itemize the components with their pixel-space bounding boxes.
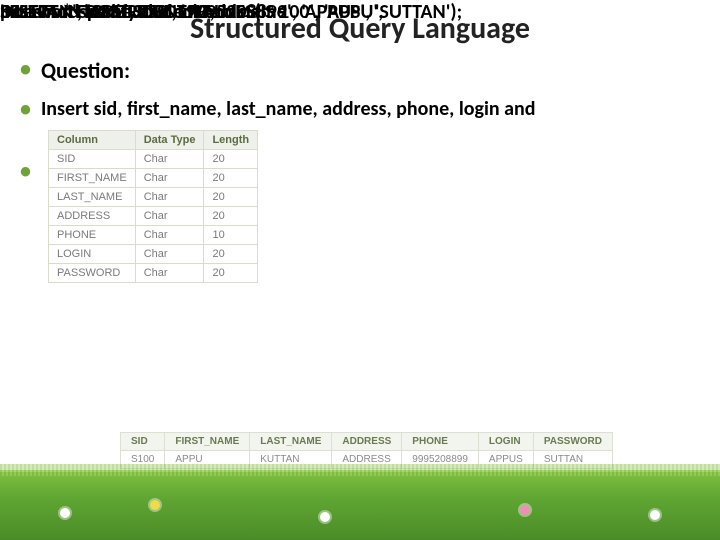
bullet-dot-icon: •: [20, 58, 31, 80]
result-header: ADDRESS: [332, 433, 402, 451]
flower-icon: [520, 505, 530, 515]
result-header: FIRST_NAME: [165, 433, 250, 451]
schema-cell: Char: [135, 226, 204, 245]
schema-cell: PASSWORD: [49, 264, 136, 283]
result-header: PHONE: [402, 433, 479, 451]
schema-cell: PHONE: [49, 226, 136, 245]
schema-cell: 20: [204, 150, 258, 169]
flower-icon: [320, 512, 330, 522]
bullet-question: • Question:: [20, 58, 130, 83]
table-row: PASSWORDChar20: [49, 264, 258, 283]
bullet-dot-icon: •: [20, 98, 31, 120]
schema-cell: Char: [135, 188, 204, 207]
bullet-insert: • Insert sid, first_name, last_name, add…: [20, 98, 536, 121]
schema-cell: 20: [204, 169, 258, 188]
schema-cell: SID: [49, 150, 136, 169]
schema-cell: 20: [204, 207, 258, 226]
schema-cell: 10: [204, 226, 258, 245]
table-row: PHONEChar10: [49, 226, 258, 245]
schema-header: Length: [204, 131, 258, 150]
schema-cell: Char: [135, 245, 204, 264]
result-header: LOGIN: [478, 433, 533, 451]
flower-icon: [650, 510, 660, 520]
schema-cell: Char: [135, 207, 204, 226]
schema-cell: LOGIN: [49, 245, 136, 264]
table-row: LOGINChar20: [49, 245, 258, 264]
table-row: FIRST_NAMEChar20: [49, 169, 258, 188]
schema-cell: 20: [204, 264, 258, 283]
schema-cell: Char: [135, 150, 204, 169]
schema-header: Column: [49, 131, 136, 150]
code-select: SELECT * FROM STUDENT;: [0, 0, 215, 24]
schema-cell: LAST_NAME: [49, 188, 136, 207]
question-label: Question:: [41, 58, 130, 83]
schema-cell: 20: [204, 245, 258, 264]
flower-icon: [150, 500, 160, 510]
table-row: SIDChar20: [49, 150, 258, 169]
result-header: PASSWORD: [533, 433, 612, 451]
result-header: LAST_NAME: [250, 433, 332, 451]
schema-cell: Char: [135, 169, 204, 188]
grass-decor: [0, 470, 720, 540]
flower-icon: [60, 508, 70, 518]
bullet-dot-icon: •: [20, 160, 31, 182]
result-header: SID: [121, 433, 165, 451]
schema-cell: Char: [135, 264, 204, 283]
schema-cell: FIRST_NAME: [49, 169, 136, 188]
schema-cell: 20: [204, 188, 258, 207]
table-row: ADDRESSChar20: [49, 207, 258, 226]
schema-header: Data Type: [135, 131, 204, 150]
bullet-empty: •: [20, 160, 41, 182]
schema-cell: ADDRESS: [49, 207, 136, 226]
insert-text-line1: Insert sid, first_name, last_name, addre…: [41, 98, 536, 121]
table-row: LAST_NAMEChar20: [49, 188, 258, 207]
schema-table: ColumnData TypeLengthSIDChar20FIRST_NAME…: [48, 130, 258, 283]
slide: Structured Query Language • Question: • …: [0, 0, 720, 540]
